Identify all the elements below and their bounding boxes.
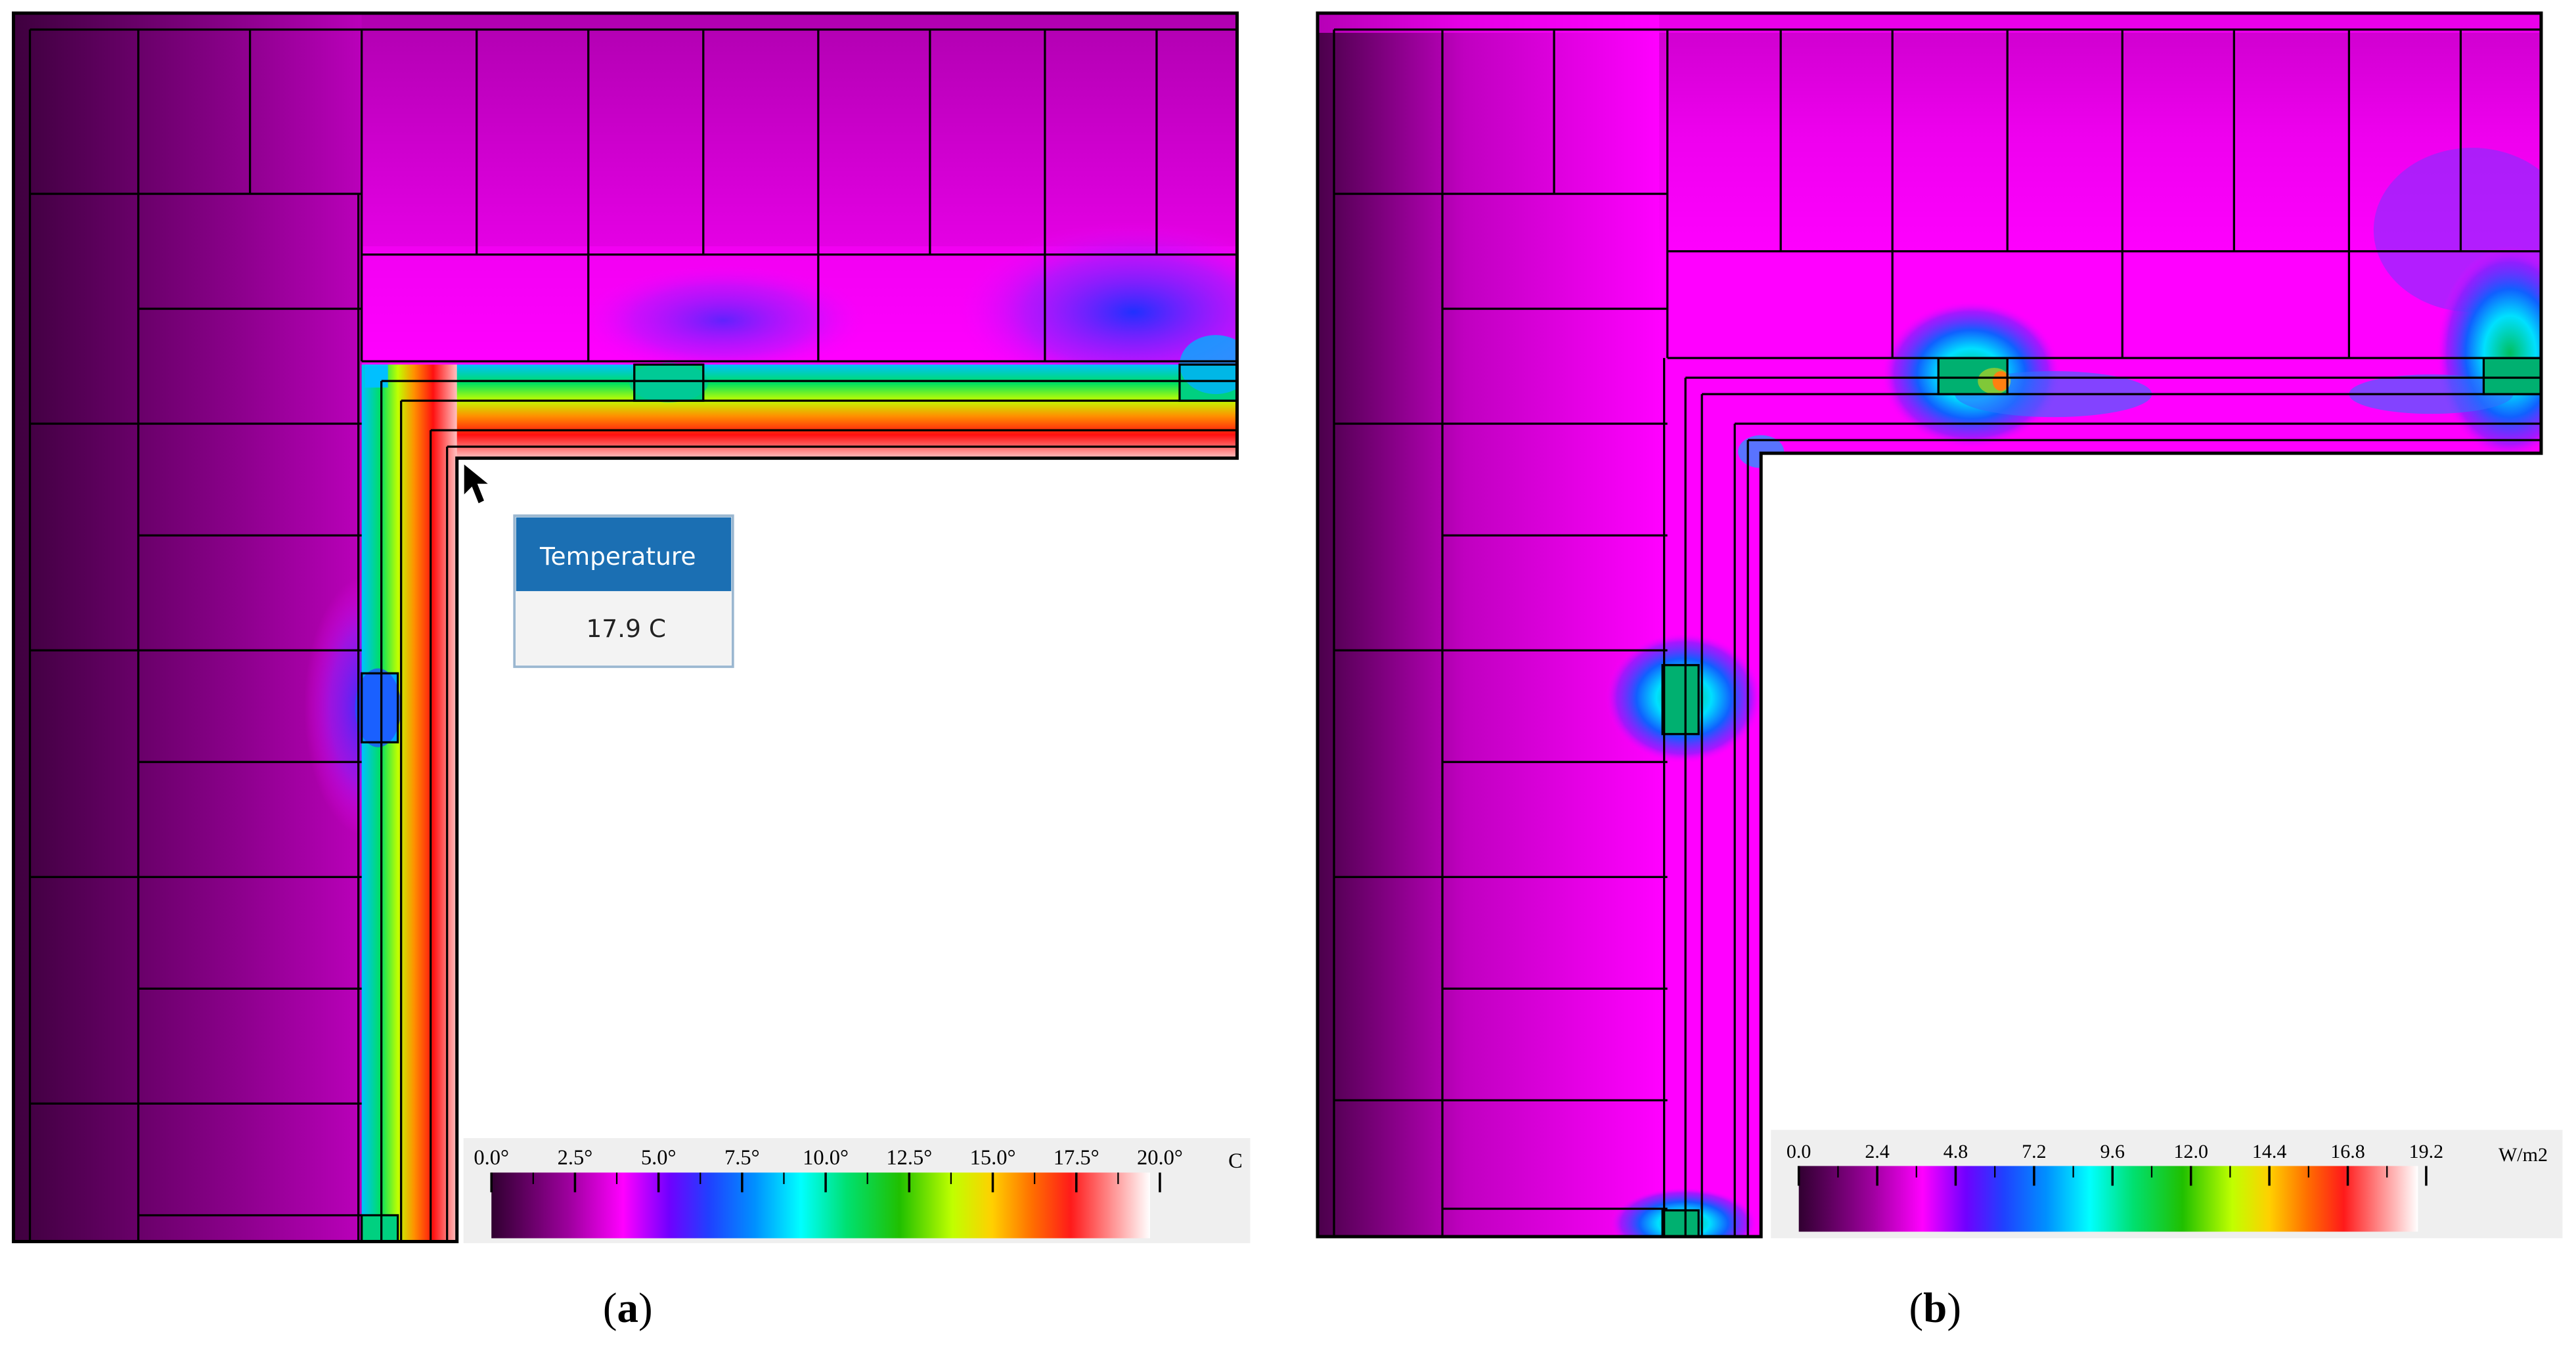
svg-text:(b): (b) bbox=[1909, 1285, 1961, 1332]
legend-a-ticks bbox=[490, 1172, 1161, 1193]
panel-b-heat-flux-map bbox=[1316, 11, 2543, 1239]
legend-a: 0.0° 2.5° 5.0° 7.5° 10.0° 12.5° 15.0° 17.5° 20.0… bbox=[463, 1137, 1251, 1243]
legend-a-label: 7.5° bbox=[724, 1146, 760, 1170]
legend-b-label: 16.8 bbox=[2330, 1141, 2365, 1162]
svg-text:(a): (a) bbox=[603, 1285, 653, 1332]
legend-a-label: 12.5° bbox=[886, 1146, 932, 1170]
legend-a-label: 2.5° bbox=[558, 1146, 593, 1170]
legend-a-label: 5.0° bbox=[641, 1146, 677, 1170]
legend-a-label: 17.5° bbox=[1054, 1146, 1099, 1170]
color-scale-b bbox=[1798, 1166, 2418, 1232]
legend-a-label: 10.0° bbox=[803, 1146, 849, 1170]
legend-b-label: 4.8 bbox=[1943, 1141, 1968, 1162]
legend-a-label: 0.0° bbox=[474, 1146, 509, 1170]
mouse-pointer-icon bbox=[462, 462, 492, 506]
caption-b-letter: b bbox=[1923, 1285, 1947, 1332]
color-scale-a bbox=[491, 1172, 1150, 1239]
legend-a-unit: C bbox=[1228, 1149, 1243, 1173]
legend-b: 0.0 2.4 4.8 7.2 9.6 12.0 14.4 16.8 19.2 W/m2 bbox=[1771, 1130, 2563, 1239]
tooltip-title: Temperature bbox=[539, 542, 696, 571]
caption-b: (b) bbox=[1909, 1285, 1961, 1332]
caption-a: (a) bbox=[603, 1285, 653, 1332]
legend-b-label: 0.0 bbox=[1787, 1141, 1811, 1162]
legend-b-label: 9.6 bbox=[2100, 1141, 2125, 1162]
legend-b-labels: 0.0 2.4 4.8 7.2 9.6 12.0 14.4 16.8 19.2 bbox=[1787, 1141, 2443, 1162]
legend-b-label: 14.4 bbox=[2252, 1141, 2287, 1162]
legend-b-ticks bbox=[1797, 1166, 2428, 1186]
legend-a-label: 20.0° bbox=[1137, 1146, 1183, 1170]
legend-a-labels: 0.0° 2.5° 5.0° 7.5° 10.0° 12.5° 15.0° 17.5° 20.0… bbox=[474, 1146, 1182, 1170]
legend-a-label: 15.0° bbox=[970, 1146, 1016, 1170]
legend-b-label: 12.0 bbox=[2173, 1141, 2208, 1162]
caption-a-letter: a bbox=[617, 1285, 639, 1332]
legend-b-label: 19.2 bbox=[2409, 1141, 2444, 1162]
tooltip-value: 17.9 C bbox=[586, 614, 666, 643]
legend-b-label: 7.2 bbox=[2022, 1141, 2047, 1162]
legend-b-label: 2.4 bbox=[1865, 1141, 1890, 1162]
legend-b-unit: W/m2 bbox=[2498, 1144, 2548, 1166]
temperature-tooltip: Temperature 17.9 C bbox=[513, 514, 734, 669]
